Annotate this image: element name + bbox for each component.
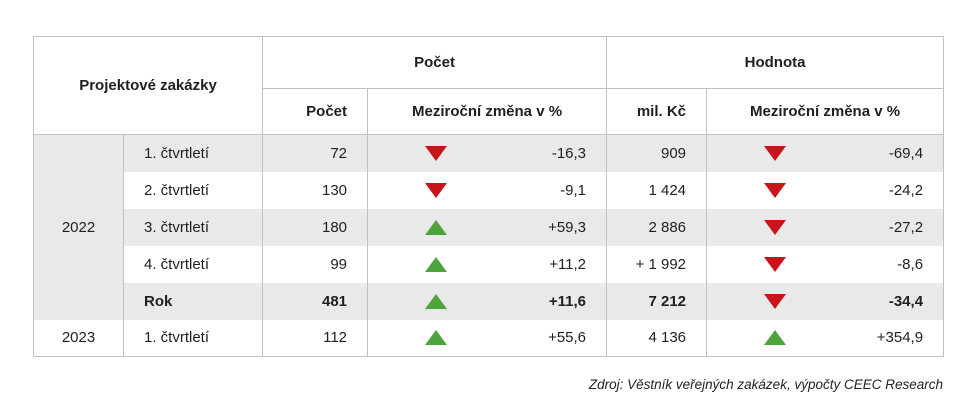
value-change-cell: +354,9 [706,319,945,357]
table-row: Rok 481 +11,6 7 212 -34,4 [34,282,945,320]
project-contracts-table-wrap: Projektové zakázky Počet Hodnota Počet M… [32,36,945,357]
year-cell: 2023 [33,319,124,357]
change-value: -34,4 [888,292,924,310]
header-group-pocet: Počet [262,36,608,89]
count-change-cell: +11,6 [367,282,608,320]
up-triangle-icon [764,330,787,346]
subheader-pocet: Počet [262,88,369,135]
value-cell: 4 136 [606,319,708,357]
period-cell: 4. čtvrtletí [122,245,264,283]
period-cell: Rok [122,282,264,320]
value-change-cell: -34,4 [706,282,945,320]
count-cell: 99 [262,245,369,283]
table-row: 2022 1. čtvrtletí 72 -16,3 909 -69,4 [33,134,945,320]
change-value: +11,2 [549,255,587,273]
change-value: +55,6 [548,329,587,347]
down-triangle-icon [764,256,787,272]
value-cell: 909 [606,134,708,172]
table-body: 2022 1. čtvrtletí 72 -16,3 909 -69,4 2. čtvrtl… [33,134,945,357]
count-change-cell: +11,2 [367,245,608,283]
count-change-cell: +59,3 [367,208,608,246]
table-row: 4. čtvrtletí 99 +11,2 + 1 992 -8,6 [34,245,945,283]
data-table: Projektové zakázky Počet Hodnota Počet M… [32,36,945,357]
down-triangle-icon [764,145,787,161]
period-cell: 3. čtvrtletí [122,208,264,246]
count-change-cell: -16,3 [367,134,608,172]
down-triangle-icon [764,293,787,309]
source-note: Zdroj: Věstník veřejných zakázek, výpočt… [588,377,943,392]
count-change-cell: +55,6 [367,319,608,357]
value-change-cell: -8,6 [706,245,945,283]
header-group-row: Projektové zakázky Počet Hodnota [32,36,945,135]
count-cell: 112 [262,319,369,357]
table-row: 2. čtvrtletí 130 -9,1 1 424 -24,2 [34,171,945,209]
table-row: 2023 1. čtvrtletí 112 +55,6 4 136 +354,9 [33,319,945,357]
subheader-mil-kc: mil. Kč [606,88,708,135]
value-cell: 1 424 [606,171,708,209]
change-value: -9,1 [560,181,587,199]
value-cell: 7 212 [606,282,708,320]
change-value: -24,2 [888,181,924,199]
value-change-cell: -69,4 [706,134,945,172]
year-cell: 2022 [33,134,124,320]
down-triangle-icon [425,182,448,198]
value-change-cell: -24,2 [706,171,945,209]
value-cell: + 1 992 [606,245,708,283]
up-triangle-icon [425,330,448,346]
header-sub-row: Počet Meziroční změna v % mil. Kč Meziro… [34,88,945,135]
up-triangle-icon [425,293,448,309]
value-cell: 2 886 [606,208,708,246]
header-group-hodnota: Hodnota [606,36,945,89]
down-triangle-icon [425,145,448,161]
down-triangle-icon [764,182,787,198]
change-value: -27,2 [888,218,924,236]
count-cell: 481 [262,282,369,320]
period-cell: 1. čtvrtletí [122,319,264,357]
corner-header: Projektové zakázky [32,36,264,135]
count-change-cell: -9,1 [367,171,608,209]
change-value: -69,4 [888,144,924,162]
up-triangle-icon [425,256,448,272]
change-value: -16,3 [551,144,587,162]
value-change-cell: -27,2 [706,208,945,246]
up-triangle-icon [425,219,448,235]
down-triangle-icon [764,219,787,235]
change-value: -8,6 [897,255,924,273]
change-value: +11,6 [548,292,587,310]
subheader-hodnota-change: Meziroční změna v % [706,88,945,135]
count-cell: 130 [262,171,369,209]
change-value: +354,9 [876,329,924,347]
period-cell: 1. čtvrtletí [122,134,264,172]
count-cell: 72 [262,134,369,172]
table-row: 3. čtvrtletí 180 +59,3 2 886 -27,2 [34,208,945,246]
change-value: +59,3 [548,218,587,236]
subheader-pocet-change: Meziroční změna v % [367,88,608,135]
period-cell: 2. čtvrtletí [122,171,264,209]
count-cell: 180 [262,208,369,246]
